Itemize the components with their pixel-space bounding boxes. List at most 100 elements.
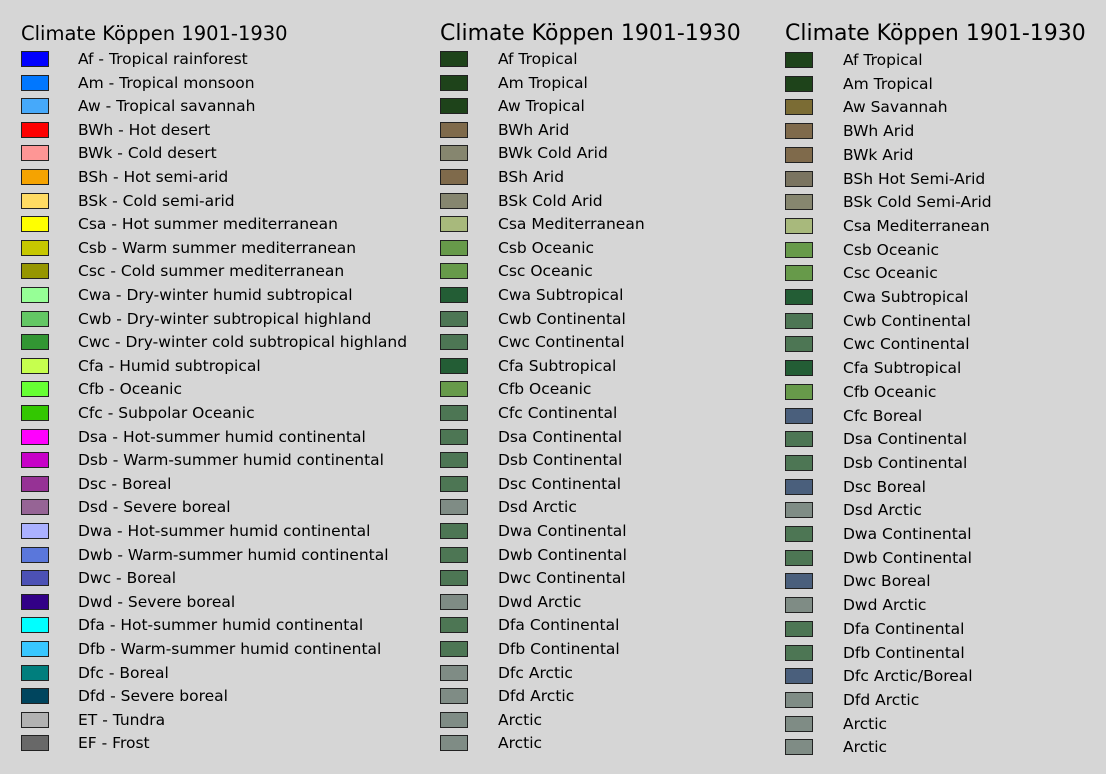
color-swatch bbox=[785, 549, 813, 566]
color-swatch bbox=[21, 617, 49, 634]
color-swatch bbox=[785, 123, 813, 140]
legend-item-label: Dfc Arctic bbox=[498, 663, 573, 682]
color-swatch bbox=[21, 546, 49, 563]
legend-item-label: Csc Oceanic bbox=[843, 264, 938, 283]
legend-item-label: Arctic bbox=[843, 738, 888, 757]
legend-item-label: Dsa Continental bbox=[843, 430, 968, 449]
color-swatch bbox=[440, 593, 468, 610]
legend-item-label: Cfa Subtropical bbox=[498, 356, 617, 375]
legend-item-label: Dwa Continental bbox=[498, 522, 627, 540]
legend-item-label: Arctic bbox=[498, 710, 543, 729]
color-swatch bbox=[440, 735, 468, 752]
legend-item-label: Af Tropical bbox=[843, 51, 923, 69]
color-swatch bbox=[21, 475, 49, 492]
legend-item-label: Dfa Continental bbox=[498, 616, 620, 635]
color-swatch bbox=[785, 454, 813, 471]
legend-item-label: Dfa Continental bbox=[843, 619, 965, 638]
legend-item-label: Dfb Continental bbox=[843, 643, 965, 662]
color-swatch bbox=[785, 170, 813, 187]
color-swatch bbox=[785, 99, 813, 116]
legend-item-label: Aw Tropical bbox=[498, 97, 585, 116]
legend-item-label: Dwb Continental bbox=[843, 548, 972, 567]
color-swatch bbox=[785, 668, 813, 685]
color-swatch bbox=[785, 75, 813, 92]
legend-item-label: Dsb - Warm-summer humid continental bbox=[78, 451, 384, 470]
legend-item-label: BWk - Cold desert bbox=[78, 144, 217, 163]
color-swatch bbox=[440, 499, 468, 516]
legend-item-label: Af - Tropical rainforest bbox=[78, 50, 248, 68]
legend-item-label: Cfc - Subpolar Oceanic bbox=[78, 404, 255, 422]
color-swatch bbox=[785, 644, 813, 661]
color-swatch bbox=[440, 287, 468, 303]
color-swatch bbox=[785, 312, 813, 329]
color-swatch bbox=[785, 715, 813, 732]
legend-item-label: Dsd Arctic bbox=[843, 501, 922, 520]
legend-item-label: Aw - Tropical savannah bbox=[78, 97, 256, 116]
legend-item-label: Csa Mediterranean bbox=[498, 215, 645, 234]
legend-item-label: Dfd Arctic bbox=[498, 687, 575, 706]
color-swatch bbox=[440, 546, 468, 563]
legend-item-label: Csb Oceanic bbox=[843, 240, 940, 259]
color-swatch bbox=[785, 217, 813, 234]
color-swatch bbox=[21, 499, 49, 516]
color-swatch bbox=[440, 523, 468, 539]
legend-item-label: Cwa - Dry-winter humid subtropical bbox=[78, 286, 353, 304]
color-swatch bbox=[21, 334, 49, 351]
color-swatch bbox=[21, 169, 49, 185]
legend-item-label: BSk Cold Semi-Arid bbox=[843, 193, 992, 212]
legend-item-label: Cfc Continental bbox=[498, 404, 618, 422]
legend-item-label: Dwd Arctic bbox=[498, 592, 582, 611]
legend-item-label: Dwc Continental bbox=[498, 569, 626, 588]
legend-item-label: Dsb Continental bbox=[498, 451, 623, 470]
legend-item-label: Cwc Continental bbox=[498, 333, 625, 352]
color-swatch bbox=[440, 711, 468, 728]
color-swatch bbox=[440, 239, 468, 256]
legend-item-label: Dwb Continental bbox=[498, 545, 627, 564]
legend-item-label: Dwa Continental bbox=[843, 525, 972, 543]
color-swatch bbox=[21, 239, 49, 256]
color-swatch bbox=[440, 357, 468, 374]
color-swatch bbox=[440, 51, 468, 67]
legend-item-label: Cfb - Oceanic bbox=[78, 380, 182, 399]
color-swatch bbox=[21, 664, 49, 681]
color-swatch bbox=[440, 428, 468, 445]
legend-item-label: Dwd - Severe boreal bbox=[78, 592, 236, 611]
legend-item-label: Dsc Boreal bbox=[843, 477, 926, 496]
color-swatch bbox=[785, 289, 813, 305]
legend-title: Climate Köppen 1901-1930 bbox=[21, 22, 288, 45]
legend-item-label: Cwb Continental bbox=[498, 309, 626, 328]
color-swatch bbox=[21, 452, 49, 469]
color-swatch bbox=[21, 121, 49, 138]
color-swatch bbox=[785, 336, 813, 353]
color-swatch bbox=[785, 360, 813, 377]
color-swatch bbox=[21, 216, 49, 233]
legend-item-label: Dfb Continental bbox=[498, 640, 620, 658]
color-swatch bbox=[21, 145, 49, 162]
legend-item-label: Csc - Cold summer mediterranean bbox=[78, 262, 345, 281]
legend-item-label: Dwc Boreal bbox=[843, 572, 931, 591]
color-swatch bbox=[440, 664, 468, 681]
legend-item-label: Dfd Arctic bbox=[843, 690, 920, 709]
legend-item-label: BSk - Cold semi-arid bbox=[78, 191, 235, 210]
legend-item-label: Cfc Boreal bbox=[843, 406, 923, 425]
legend-title: Climate Köppen 1901-1930 bbox=[785, 21, 1086, 46]
color-swatch bbox=[785, 407, 813, 424]
color-swatch bbox=[440, 641, 468, 657]
color-swatch bbox=[785, 739, 813, 756]
legend-item-label: Cfa - Humid subtropical bbox=[78, 356, 261, 375]
legend-item-label: Cfb Oceanic bbox=[498, 380, 592, 399]
color-swatch bbox=[785, 431, 813, 448]
legend-item-label: Dfc - Boreal bbox=[78, 663, 169, 682]
color-swatch bbox=[785, 146, 813, 163]
legend-item-label: Aw Savannah bbox=[843, 98, 948, 117]
color-swatch bbox=[21, 688, 49, 705]
color-swatch bbox=[785, 691, 813, 708]
color-swatch bbox=[21, 263, 49, 280]
legend-item-label: Cwb Continental bbox=[843, 311, 971, 330]
legend-item-label: Dsc - Boreal bbox=[78, 474, 172, 493]
color-swatch bbox=[440, 617, 468, 634]
legend-item-label: Csb Oceanic bbox=[498, 238, 595, 257]
color-swatch bbox=[440, 98, 468, 115]
legend-item-label: Csa Mediterranean bbox=[843, 216, 990, 235]
legend-item-label: EF - Frost bbox=[78, 734, 150, 753]
